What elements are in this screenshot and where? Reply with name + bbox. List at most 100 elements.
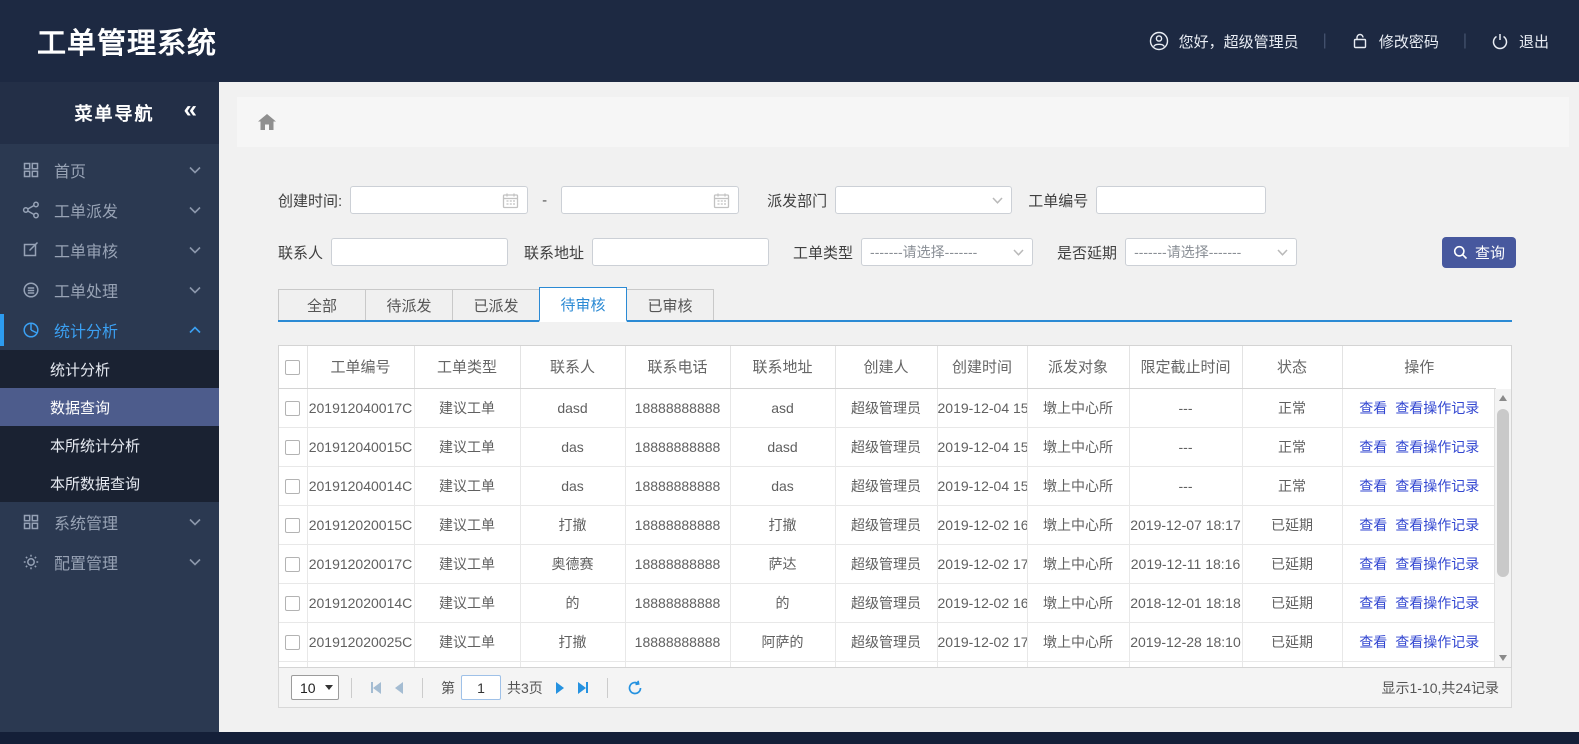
tab-all[interactable]: 全部 xyxy=(278,289,366,320)
home-icon[interactable] xyxy=(257,113,277,131)
row-checkbox[interactable] xyxy=(285,556,301,572)
submenu-item-local-data-query[interactable]: 本所数据查询 xyxy=(50,475,141,493)
sidebar-item-config[interactable]: 配置管理 xyxy=(0,542,219,582)
row-select-cell xyxy=(279,388,308,428)
cell-order-type xyxy=(414,661,521,667)
cell-creator: 超级管理员 xyxy=(835,505,938,545)
divider xyxy=(422,677,423,698)
view-link[interactable]: 查看 xyxy=(1359,477,1388,494)
sidebar-item-statistics[interactable]: 统计分析 xyxy=(0,310,219,350)
sidebar-item-dispatch[interactable]: 工单派发 xyxy=(0,190,219,230)
divider: | xyxy=(1322,32,1327,49)
tab-to-review[interactable]: 待审核 xyxy=(539,287,627,322)
user-greeting[interactable]: 您好，超级管理员 xyxy=(1149,31,1299,52)
table-scrollbar[interactable] xyxy=(1494,389,1511,667)
view-link[interactable]: 查看 xyxy=(1359,399,1388,416)
tab-dispatched[interactable]: 已派发 xyxy=(452,289,540,320)
power-icon xyxy=(1491,32,1509,50)
cell-created-time: 2019-12-02 16 xyxy=(937,583,1028,623)
col-address: 联系地址 xyxy=(730,346,836,389)
order-type-select[interactable]: -------请选择------- xyxy=(861,238,1034,266)
submenu-item-local-statistics[interactable]: 本所统计分析 xyxy=(50,437,141,455)
cell-status: 正常 xyxy=(1242,466,1343,506)
cell-created-time xyxy=(937,661,1028,667)
page-size-select[interactable]: 10 xyxy=(291,675,339,700)
page-number-input[interactable] xyxy=(461,675,501,700)
search-button[interactable]: 查询 xyxy=(1442,237,1516,268)
sidebar-item-review[interactable]: 工单审核 xyxy=(0,230,219,270)
cell-contact: 的 xyxy=(520,583,626,623)
contact-input[interactable] xyxy=(331,238,509,266)
cell-address: das xyxy=(730,466,836,506)
sidebar-item-home[interactable]: 首页 xyxy=(0,150,219,190)
row-checkbox[interactable] xyxy=(285,400,301,416)
cell-dispatch-target: 墩上中心所 xyxy=(1027,466,1130,506)
scroll-down-icon[interactable] xyxy=(1495,650,1511,666)
row-checkbox[interactable] xyxy=(285,634,301,650)
row-checkbox[interactable] xyxy=(285,478,301,494)
cell-actions: 查看 查看操作记录 xyxy=(1342,583,1496,623)
refresh-icon[interactable] xyxy=(627,680,643,696)
cell-creator: 超级管理员 xyxy=(835,622,938,662)
sidebar-item-system[interactable]: 系统管理 xyxy=(0,502,219,542)
dept-select[interactable] xyxy=(835,186,1013,214)
row-checkbox[interactable] xyxy=(285,439,301,455)
submenu-item-data-query[interactable]: 数据查询 xyxy=(0,388,219,426)
pie-chart-icon xyxy=(23,322,39,338)
chevron-down-icon xyxy=(992,196,1003,204)
row-checkbox[interactable] xyxy=(285,595,301,611)
date-range-separator: - xyxy=(542,191,548,209)
sidebar-item-process[interactable]: 工单处理 xyxy=(0,270,219,310)
chevron-down-icon xyxy=(189,166,201,174)
cell-order-no: 201912020014C xyxy=(307,583,415,623)
cell-created-time: 2019-12-02 17 xyxy=(937,622,1028,662)
record-summary: 显示1-10,共24记录 xyxy=(1381,679,1499,696)
view-link[interactable]: 查看 xyxy=(1359,633,1388,650)
view-link[interactable]: 查看 xyxy=(1359,516,1388,533)
cell-actions: 查看 查看操作记录 xyxy=(1342,544,1496,584)
cell-deadline: --- xyxy=(1129,466,1243,506)
scroll-up-icon[interactable] xyxy=(1495,390,1511,406)
next-page-button[interactable] xyxy=(555,681,564,694)
cell-dispatch-target: 墩上中心所 xyxy=(1027,505,1130,545)
prev-page-button[interactable] xyxy=(395,681,403,694)
change-password-button[interactable]: 修改密码 xyxy=(1351,31,1439,52)
view-log-link[interactable]: 查看操作记录 xyxy=(1395,516,1480,533)
change-password-text: 修改密码 xyxy=(1378,33,1439,51)
cell-contact: 奥德赛 xyxy=(520,544,626,584)
pagination-bar: 10 第 共3页 显示1-10,共24记录 xyxy=(278,668,1512,708)
cell-order-no: 201912040014C xyxy=(307,466,415,506)
select-all-checkbox[interactable] xyxy=(285,359,301,375)
view-log-link[interactable]: 查看操作记录 xyxy=(1395,399,1480,416)
create-time-start-input[interactable] xyxy=(350,186,529,214)
tab-reviewed[interactable]: 已审核 xyxy=(626,289,714,320)
cell-deadline: 2019-12-11 18:16 xyxy=(1129,544,1243,584)
logout-button[interactable]: 退出 xyxy=(1491,31,1549,52)
address-input[interactable] xyxy=(592,238,770,266)
view-log-link[interactable]: 查看操作记录 xyxy=(1395,594,1480,611)
view-log-link[interactable]: 查看操作记录 xyxy=(1395,477,1480,494)
tab-to-dispatch[interactable]: 待派发 xyxy=(365,289,453,320)
cell-contact: das xyxy=(520,427,626,467)
view-log-link[interactable]: 查看操作记录 xyxy=(1395,633,1480,650)
divider xyxy=(606,677,608,698)
view-log-link[interactable]: 查看操作记录 xyxy=(1395,555,1480,572)
submenu-item-statistics[interactable]: 统计分析 xyxy=(50,361,111,379)
delay-select[interactable]: -------请选择------- xyxy=(1125,238,1298,266)
col-contact: 联系人 xyxy=(520,346,626,389)
cell-order-type: 建议工单 xyxy=(414,583,521,623)
col-actions: 操作 xyxy=(1342,346,1496,389)
last-page-button[interactable] xyxy=(577,681,588,694)
row-checkbox[interactable] xyxy=(285,517,301,533)
order-no-input[interactable] xyxy=(1096,186,1267,214)
view-link[interactable]: 查看 xyxy=(1359,438,1388,455)
cell-contact: dasd xyxy=(520,388,626,428)
view-link[interactable]: 查看 xyxy=(1359,594,1388,611)
view-link[interactable]: 查看 xyxy=(1359,555,1388,572)
create-time-end-input[interactable] xyxy=(561,186,740,214)
select-all-header xyxy=(279,346,308,389)
collapse-sidebar-icon[interactable]: « xyxy=(183,96,197,123)
view-log-link[interactable]: 查看操作记录 xyxy=(1395,438,1480,455)
scrollbar-thumb[interactable] xyxy=(1497,409,1509,577)
first-page-button[interactable] xyxy=(371,681,381,694)
